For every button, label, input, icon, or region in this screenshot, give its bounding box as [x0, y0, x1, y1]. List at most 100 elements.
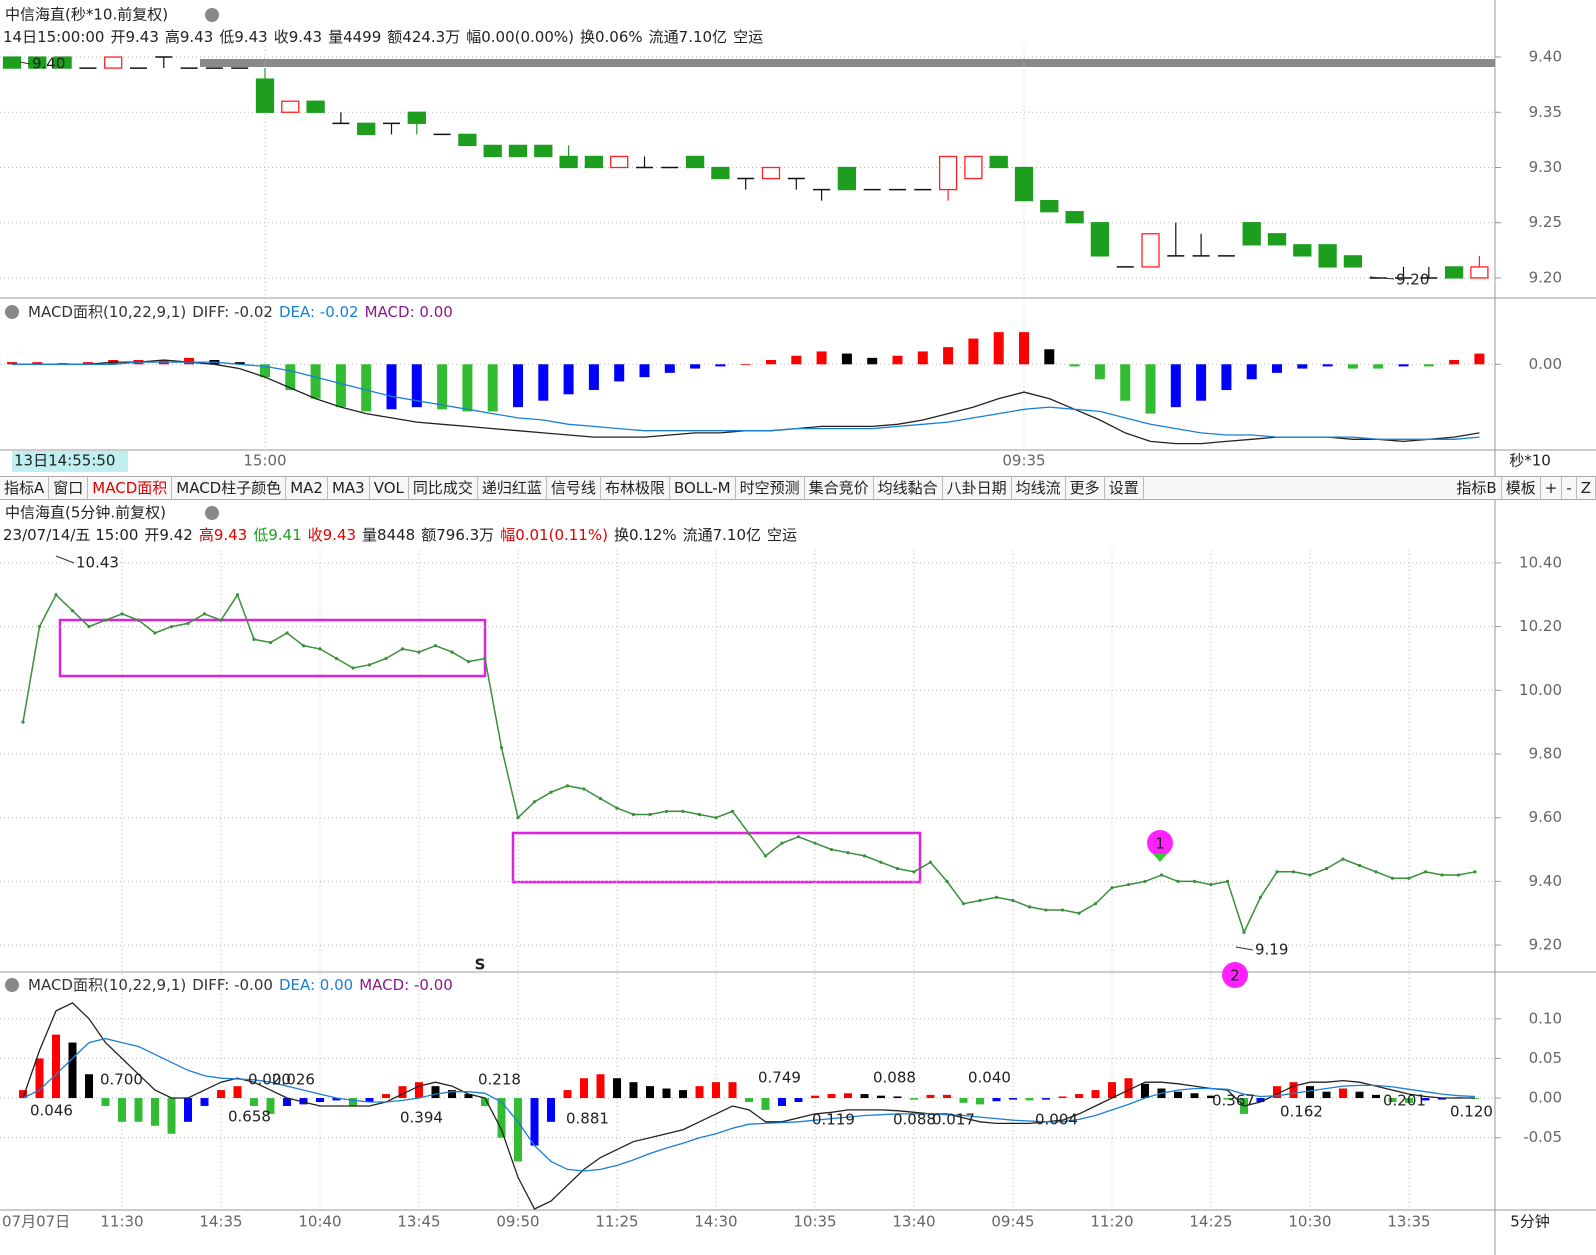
price-point [1060, 908, 1065, 912]
area-label: 0.700 [100, 1071, 143, 1089]
tab[interactable]: MA2 [286, 477, 328, 499]
price-point [780, 841, 784, 845]
tab[interactable]: 窗口 [49, 477, 89, 499]
area-label: 0.120 [1450, 1103, 1493, 1121]
macd-bar [250, 1098, 258, 1106]
macd-bar [349, 1098, 357, 1106]
tab[interactable]: MA3 [328, 477, 370, 499]
macd-bar [1256, 1098, 1265, 1102]
price-point [1390, 876, 1395, 880]
tab[interactable]: 时空预测 [736, 477, 805, 499]
candle-body [483, 144, 502, 158]
macd-bar [437, 364, 448, 410]
info-item: 23/07/14/五 15:00 [3, 526, 138, 544]
price-point [1159, 873, 1164, 877]
tab[interactable]: 递归红蓝 [478, 477, 547, 499]
price-point [1027, 905, 1032, 909]
macd-bar [151, 1098, 159, 1126]
x-tick-label: 11:25 [595, 1213, 638, 1231]
price-point [334, 656, 339, 661]
tab[interactable]: 设置 [1105, 477, 1144, 499]
tab[interactable]: 均线黏合 [874, 477, 943, 499]
price-point [450, 650, 454, 654]
info-item: 开9.42 [144, 526, 192, 544]
signal-label: S [475, 956, 486, 974]
tab[interactable]: 八卦日期 [943, 477, 1012, 499]
tab[interactable]: 集合竞价 [805, 477, 874, 499]
macd-bar [613, 1078, 621, 1099]
toolbar: 指标A 窗口 MACD面积 MACD柱子颜色 MA2 MA3 VOL 同比成交 递归红蓝 信号线布… [0, 476, 1596, 500]
price-point [153, 631, 157, 635]
macd-bar [1094, 364, 1105, 380]
tab[interactable]: MACD柱子颜色 [172, 477, 287, 499]
macd-bar [365, 1098, 374, 1102]
tab[interactable]: 更多 [1066, 477, 1105, 499]
x-tick-label: 15:00 [243, 452, 286, 470]
candle-body [53, 56, 72, 69]
macd-bar [646, 1086, 654, 1099]
candle-body [761, 166, 781, 180]
x-tick-label: 14:30 [694, 1213, 737, 1231]
candle-body [1318, 244, 1337, 268]
macd-bar [844, 1093, 852, 1099]
price-point [961, 902, 966, 906]
tab[interactable]: - [1562, 477, 1577, 499]
candle-body [584, 155, 604, 169]
macd-bar [530, 1098, 539, 1146]
candle-body [1014, 166, 1034, 202]
price-point [912, 870, 916, 874]
y-tick-label: 9.40 [1529, 48, 1562, 66]
info-line: 14日15:00:00 开9.43 高9.43 低9.43 收9.43 量4499 额424… [3, 28, 763, 46]
info-item: 流通7.10亿 [649, 28, 727, 46]
tab[interactable]: 布林极限 [601, 477, 670, 499]
info-item: MACD面积(10,22,9,1) [28, 303, 186, 321]
macd-bar [614, 364, 625, 382]
tab[interactable]: VOL [370, 477, 409, 499]
macd-bar [85, 1074, 93, 1099]
y-tick-label: 9.20 [1529, 268, 1562, 286]
macd-bar [1069, 364, 1080, 367]
macd-bar [1322, 1091, 1331, 1099]
tab[interactable]: 同比成交 [409, 477, 478, 499]
tab[interactable]: 指标A [0, 477, 50, 499]
reference-bar [200, 59, 1495, 67]
macd-bar [35, 1058, 44, 1099]
macd-bar [588, 364, 599, 390]
tab[interactable]: Z [1577, 477, 1596, 499]
price-point [895, 867, 900, 871]
macd-bar [816, 351, 827, 365]
macd-bar [715, 364, 726, 367]
price-point [1357, 863, 1362, 868]
price-point [714, 816, 718, 820]
info-item: 低9.43 [219, 28, 267, 46]
macd-bar [959, 1098, 968, 1103]
macd-bar [1221, 364, 1232, 390]
price-point [186, 621, 190, 626]
price-point [1324, 867, 1329, 871]
macd-bar [283, 1098, 291, 1106]
tab[interactable]: 模板 [1502, 477, 1541, 499]
min-arrow [1369, 276, 1395, 280]
price-point [1225, 879, 1230, 883]
macd-bar [7, 362, 17, 365]
candle-body [1090, 222, 1110, 257]
tab[interactable]: 指标B [1452, 477, 1502, 499]
tab[interactable]: BOLL-M [670, 477, 736, 499]
menu-icon [5, 305, 19, 319]
macd-bar [1025, 1098, 1034, 1101]
price-point [70, 609, 75, 613]
tab[interactable]: 信号线 [547, 477, 601, 499]
macd-bar [841, 353, 852, 365]
tab[interactable]: MACD面积 [88, 477, 173, 499]
info-item: 开9.43 [110, 28, 158, 46]
area-label: 0.046 [30, 1102, 73, 1120]
price-point [532, 800, 537, 804]
tab[interactable]: + [1541, 477, 1563, 499]
info-item: 换0.06% [580, 28, 643, 46]
price-point [565, 784, 570, 788]
price-point [1192, 879, 1197, 883]
min-arrow [1235, 946, 1254, 951]
tab[interactable]: 均线流 [1012, 477, 1066, 499]
price-point [862, 854, 867, 858]
macd-bar [285, 364, 296, 390]
